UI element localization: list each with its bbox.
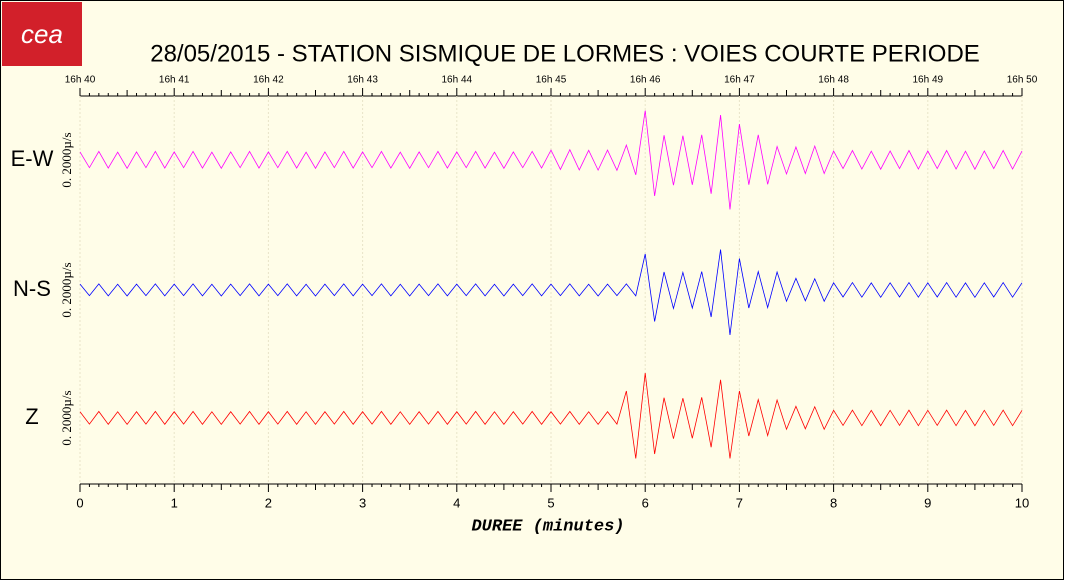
x2-tick-label: 16h 49 bbox=[913, 75, 944, 86]
x-tick-label: 10 bbox=[1015, 495, 1029, 510]
logo: cea bbox=[21, 19, 63, 49]
x-tick-label: 1 bbox=[171, 495, 178, 510]
x2-tick-label: 16h 41 bbox=[159, 75, 190, 86]
x-tick-label: 2 bbox=[265, 495, 272, 510]
x-tick-label: 5 bbox=[547, 495, 554, 510]
legend-label: Z bbox=[25, 404, 38, 429]
scale-label: 0. 2000µ/s bbox=[59, 132, 74, 187]
x2-tick-label: 16h 47 bbox=[724, 75, 755, 86]
logo-box bbox=[2, 2, 82, 66]
x-tick-label: 0 bbox=[76, 495, 83, 510]
x2-tick-label: 16h 42 bbox=[253, 75, 284, 86]
x2-tick-label: 16h 40 bbox=[65, 75, 96, 86]
x2-tick-label: 16h 43 bbox=[347, 75, 378, 86]
x-tick-label: 4 bbox=[453, 495, 460, 510]
x-tick-label: 8 bbox=[830, 495, 837, 510]
x2-tick-label: 16h 50 bbox=[1007, 75, 1038, 86]
x2-tick-label: 16h 46 bbox=[630, 75, 661, 86]
x-tick-label: 9 bbox=[924, 495, 931, 510]
x2-tick-label: 16h 44 bbox=[442, 75, 473, 86]
x-axis-label: DUREE (minutes) bbox=[471, 517, 624, 536]
trace bbox=[79, 110, 1023, 210]
x2-tick-label: 16h 45 bbox=[536, 75, 567, 86]
legend-label: E-W bbox=[11, 146, 54, 171]
x-tick-label: 3 bbox=[359, 495, 366, 510]
trace bbox=[79, 249, 1023, 336]
chart-title: 28/05/2015 - STATION SISMIQUE DE LORMES … bbox=[150, 40, 980, 67]
x-tick-label: 6 bbox=[642, 495, 649, 510]
trace bbox=[79, 372, 1023, 459]
x-tick-label: 7 bbox=[736, 495, 743, 510]
scale-label: 0. 2000µ/s bbox=[59, 262, 74, 317]
legend-label: N-S bbox=[13, 276, 51, 301]
x2-tick-label: 16h 48 bbox=[818, 75, 849, 86]
scale-label: 0. 2000µ/s bbox=[59, 390, 74, 445]
